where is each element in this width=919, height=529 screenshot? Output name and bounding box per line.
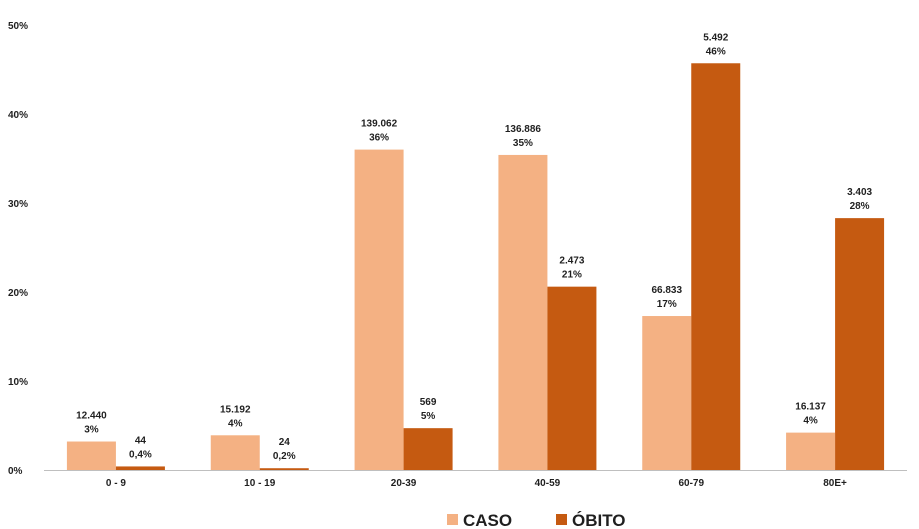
- bar-caso-5: [786, 432, 836, 470]
- bar-caso-2: [354, 149, 404, 470]
- legend: CASO ÓBITO: [447, 511, 626, 529]
- data-label-count: 136.886: [505, 124, 542, 135]
- data-label-percent: 35%: [513, 138, 533, 149]
- data-label-count: 2.473: [559, 256, 584, 267]
- data-label-percent: 36%: [369, 133, 389, 144]
- data-label-percent: 4%: [228, 418, 243, 429]
- x-category-label: 20-39: [391, 478, 417, 489]
- data-label-count: 16.137: [795, 402, 826, 413]
- legend-swatch: [447, 514, 458, 525]
- y-tick-label: 30%: [8, 199, 28, 210]
- bar-bito-0: [115, 466, 165, 470]
- bar-caso-3: [498, 154, 548, 470]
- data-label-percent: 4%: [803, 416, 818, 427]
- data-label-percent: 21%: [562, 270, 582, 281]
- x-category-label: 10 - 19: [244, 478, 276, 489]
- data-label-percent: 0,4%: [129, 449, 152, 460]
- bar-bito-5: [835, 218, 885, 470]
- data-label-count: 12.440: [76, 411, 107, 422]
- data-label-count: 139.062: [361, 119, 398, 130]
- data-label-percent: 5%: [421, 411, 436, 422]
- x-axis-categories: 0 - 9 10 - 19 20-39 40-59 60-79 80E+: [106, 478, 847, 489]
- data-label-count: 66.833: [651, 285, 682, 296]
- legend-label: ÓBITO: [572, 511, 626, 529]
- y-axis-ticks: 0% 10% 20% 30% 40% 50%: [8, 21, 28, 477]
- y-tick-label: 50%: [8, 21, 28, 32]
- x-category-label: 0 - 9: [106, 478, 126, 489]
- x-category-label: 40-59: [535, 478, 561, 489]
- x-category-label: 80E+: [823, 478, 847, 489]
- bar-bito-4: [691, 63, 741, 471]
- y-tick-label: 10%: [8, 377, 28, 388]
- data-label-count: 569: [420, 397, 437, 408]
- bar-bito-2: [403, 428, 453, 470]
- data-label-percent: 3%: [84, 425, 99, 436]
- legend-label: CASO: [463, 511, 512, 529]
- data-label-percent: 28%: [850, 201, 870, 212]
- y-tick-label: 20%: [8, 288, 28, 299]
- data-label-count: 15.192: [220, 404, 251, 415]
- data-label-count: 5.492: [703, 32, 728, 43]
- x-category-label: 60-79: [678, 478, 704, 489]
- data-label-count: 44: [135, 435, 147, 446]
- bar-bito-1: [259, 468, 309, 470]
- data-labels: 12.440 3% 44 0,4% 15.192 4% 24 0,2% 139.062 36% 56…: [76, 32, 872, 462]
- data-label-count: 3.403: [847, 187, 872, 198]
- data-label-percent: 17%: [657, 299, 677, 310]
- bars: [66, 63, 885, 471]
- bar-caso-1: [210, 435, 260, 470]
- bar-bito-3: [547, 286, 597, 470]
- legend-swatch: [556, 514, 567, 525]
- data-label-percent: 0,2%: [273, 451, 296, 462]
- data-label-count: 24: [279, 437, 291, 448]
- bar-caso-0: [66, 441, 116, 470]
- y-tick-label: 40%: [8, 110, 28, 121]
- y-tick-label: 0%: [8, 466, 23, 477]
- bar-caso-4: [642, 316, 692, 470]
- data-label-percent: 46%: [706, 46, 726, 57]
